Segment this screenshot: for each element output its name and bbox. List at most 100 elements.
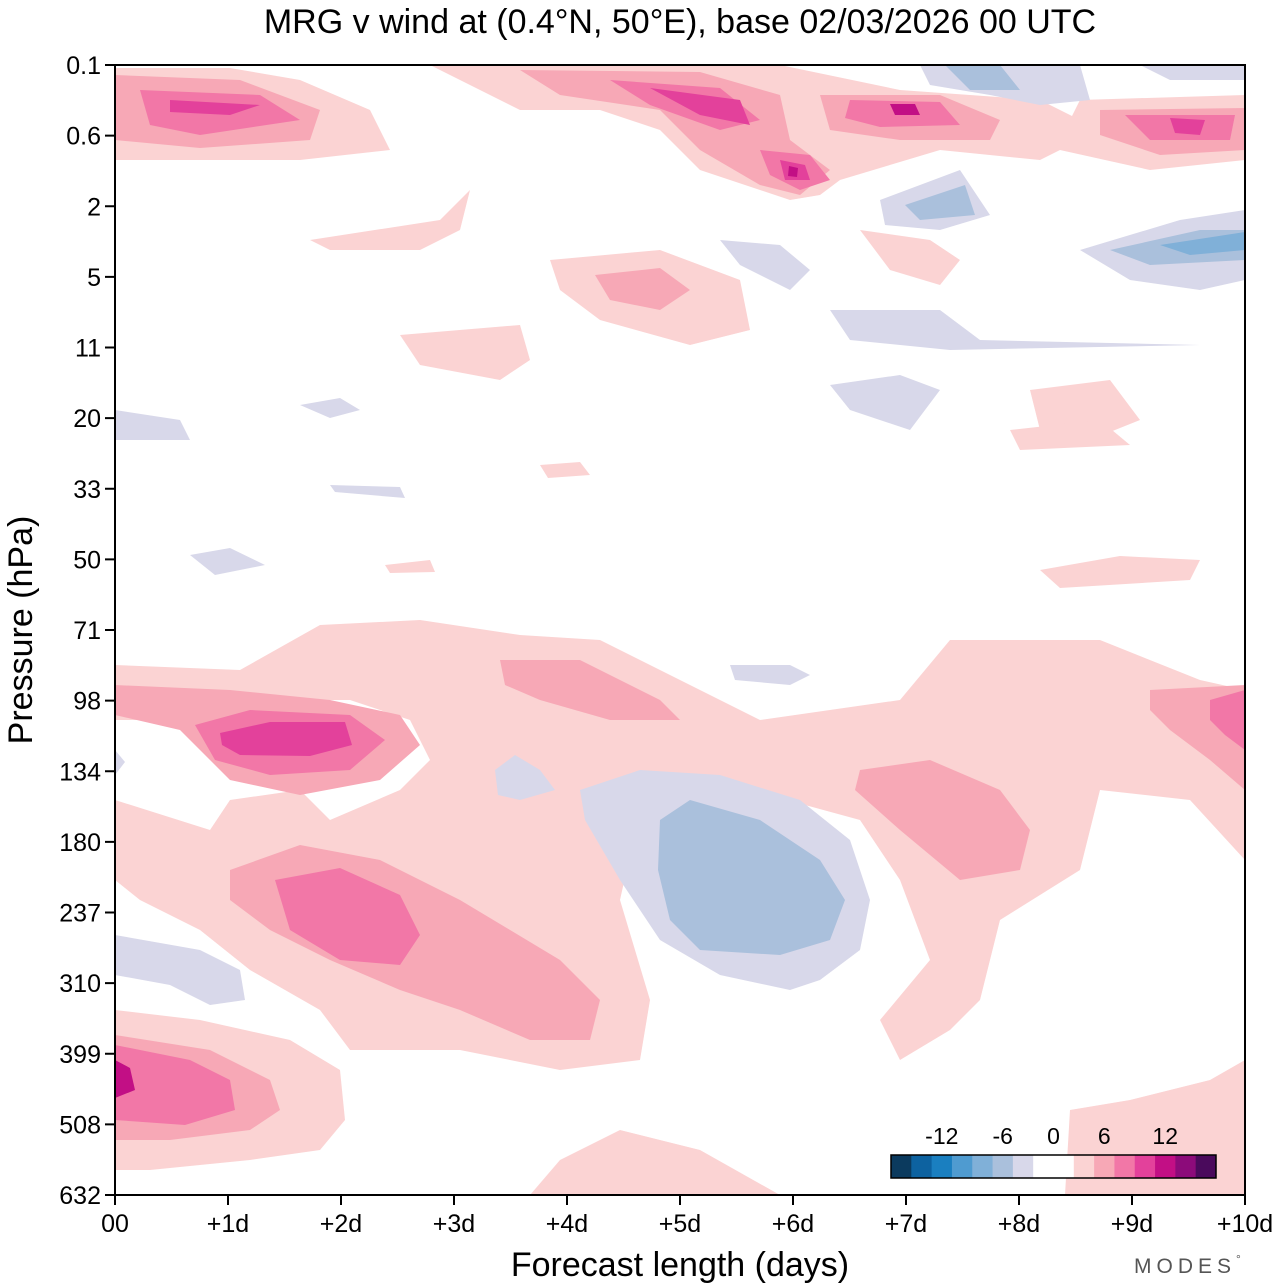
y-tick-label: 5 bbox=[87, 264, 101, 292]
colorbar-swatch bbox=[1053, 1155, 1075, 1178]
contour-neg-level2 bbox=[658, 800, 845, 955]
contour-neg-level2 bbox=[945, 65, 1020, 90]
contour-pos-level1 bbox=[310, 190, 470, 250]
contour-neg-level1 bbox=[730, 665, 810, 685]
colorbar-label: 12 bbox=[1152, 1123, 1178, 1149]
colorbar-swatch bbox=[1073, 1155, 1095, 1178]
contour-neg-level1 bbox=[830, 375, 940, 430]
contour-pos-level1 bbox=[530, 1130, 780, 1195]
contour-pos-level3 bbox=[1210, 690, 1245, 750]
contour-pos-level4 bbox=[220, 722, 352, 756]
y-tick-label: 11 bbox=[75, 335, 101, 363]
colorbar-swatch bbox=[1012, 1155, 1034, 1178]
y-tick-label: 310 bbox=[59, 970, 101, 998]
y-tick-label: 180 bbox=[59, 829, 101, 857]
contour-pos-level3 bbox=[115, 1045, 235, 1125]
y-axis-title: Pressure (hPa) bbox=[2, 516, 40, 745]
x-tick-label: +2d bbox=[320, 1210, 362, 1238]
chart-title: MRG v wind at (0.4°N, 50°E), base 02/03/… bbox=[264, 3, 1096, 41]
x-tick-label: +3d bbox=[433, 1210, 475, 1238]
y-axis: 0.1 0.6 2 5 11 20 33 50 71 98 134 180 237 310 399 508 63… bbox=[59, 52, 115, 1210]
colorbar-swatch bbox=[1114, 1155, 1136, 1178]
contour-neg-level1 bbox=[495, 755, 555, 800]
y-tick-label: 33 bbox=[73, 476, 101, 504]
colorbar-label: 6 bbox=[1098, 1123, 1111, 1149]
x-tick-label: +7d bbox=[885, 1210, 927, 1238]
contour-neg-level1 bbox=[300, 398, 360, 418]
contour-pos-level2 bbox=[855, 760, 1030, 880]
y-tick-label: 237 bbox=[59, 900, 101, 928]
colorbar-swatch bbox=[911, 1155, 933, 1178]
contour-pos-level1 bbox=[400, 325, 530, 380]
y-tick-label: 2 bbox=[87, 193, 101, 221]
contour-neg-level1 bbox=[720, 240, 810, 290]
colorbar-label: 0 bbox=[1047, 1123, 1060, 1149]
colorbar-swatch bbox=[931, 1155, 953, 1178]
contour-pos-level4 bbox=[115, 1060, 135, 1098]
modes-logo: MODES° bbox=[1134, 1252, 1246, 1278]
x-tick-label: +1d bbox=[207, 1210, 249, 1238]
colorbar: -12 -6 0 6 12 bbox=[890, 1123, 1217, 1179]
y-tick-label: 399 bbox=[59, 1041, 101, 1069]
contour-pos-level5 bbox=[788, 166, 798, 177]
contour-pos-level4 bbox=[890, 104, 920, 115]
colorbar-swatch bbox=[891, 1155, 912, 1178]
contour-pos-level4 bbox=[1170, 118, 1205, 135]
colorbar-swatch bbox=[1195, 1155, 1217, 1178]
y-tick-label: 134 bbox=[59, 758, 101, 786]
contour-pos-level2 bbox=[595, 268, 690, 310]
colorbar-swatch bbox=[1134, 1155, 1156, 1178]
y-tick-label: 0.1 bbox=[66, 52, 101, 80]
colorbar-swatch bbox=[1033, 1155, 1054, 1178]
contour-neg-level2 bbox=[905, 185, 975, 220]
x-tick-label: +10d bbox=[1217, 1210, 1273, 1238]
colorbar-swatch bbox=[1094, 1155, 1115, 1178]
y-tick-label: 0.6 bbox=[66, 123, 101, 151]
y-tick-label: 50 bbox=[73, 546, 101, 574]
y-tick-label: 632 bbox=[59, 1182, 101, 1210]
y-tick-label: 20 bbox=[73, 405, 101, 433]
contour-pos-level1 bbox=[385, 560, 435, 573]
y-tick-label: 508 bbox=[59, 1111, 101, 1139]
colorbar-frame bbox=[890, 1154, 1217, 1179]
contour-pos-level1 bbox=[1010, 420, 1130, 450]
modes-logo-text: MODES bbox=[1134, 1255, 1236, 1278]
contour-neg-level1 bbox=[115, 935, 245, 1005]
contour-neg-level1 bbox=[190, 548, 265, 575]
colorbar-label: -12 bbox=[925, 1123, 958, 1149]
x-axis-title: Forecast length (days) bbox=[511, 1246, 849, 1284]
contour-pos-level4 bbox=[170, 100, 260, 115]
contour-pos-level1 bbox=[1040, 556, 1200, 588]
contour-neg-level1 bbox=[115, 750, 125, 775]
contour-neg-level1 bbox=[830, 310, 1200, 350]
x-tick-label: +6d bbox=[772, 1210, 814, 1238]
contour-pos-level2 bbox=[520, 70, 830, 195]
contour-neg-level1 bbox=[115, 410, 190, 440]
x-tick-label: 00 bbox=[101, 1210, 129, 1238]
colorbar-swatch bbox=[951, 1155, 973, 1178]
plot-area bbox=[115, 65, 1245, 1195]
x-tick-label: +4d bbox=[546, 1210, 588, 1238]
contour-pos-level3 bbox=[275, 868, 420, 965]
contour-pos-level1 bbox=[540, 462, 590, 478]
colorbar-swatch bbox=[1155, 1155, 1176, 1178]
colorbar-swatch bbox=[1175, 1155, 1197, 1178]
x-tick-label: +8d bbox=[998, 1210, 1040, 1238]
y-tick-label: 71 bbox=[73, 617, 101, 645]
colorbar-label: -6 bbox=[992, 1123, 1012, 1149]
colorbar-swatch bbox=[972, 1155, 994, 1178]
contour-neg-level3 bbox=[1160, 232, 1245, 255]
contour-pos-level2 bbox=[500, 660, 680, 720]
x-tick-label: +9d bbox=[1111, 1210, 1153, 1238]
contour-neg-level1 bbox=[1140, 65, 1245, 80]
modes-logo-mark: ° bbox=[1236, 1252, 1246, 1266]
contour-pos-level1 bbox=[860, 230, 960, 285]
colorbar-swatch bbox=[992, 1155, 1014, 1178]
y-tick-label: 98 bbox=[73, 688, 101, 716]
contour-field bbox=[115, 65, 1245, 1195]
contour-neg-level1 bbox=[330, 485, 405, 498]
contour-pos-level4 bbox=[650, 88, 750, 125]
x-axis: 00 +1d +2d +3d +4d +5d +6d +7d +8d +9d +10d bbox=[101, 1195, 1273, 1238]
x-tick-label: +5d bbox=[659, 1210, 701, 1238]
